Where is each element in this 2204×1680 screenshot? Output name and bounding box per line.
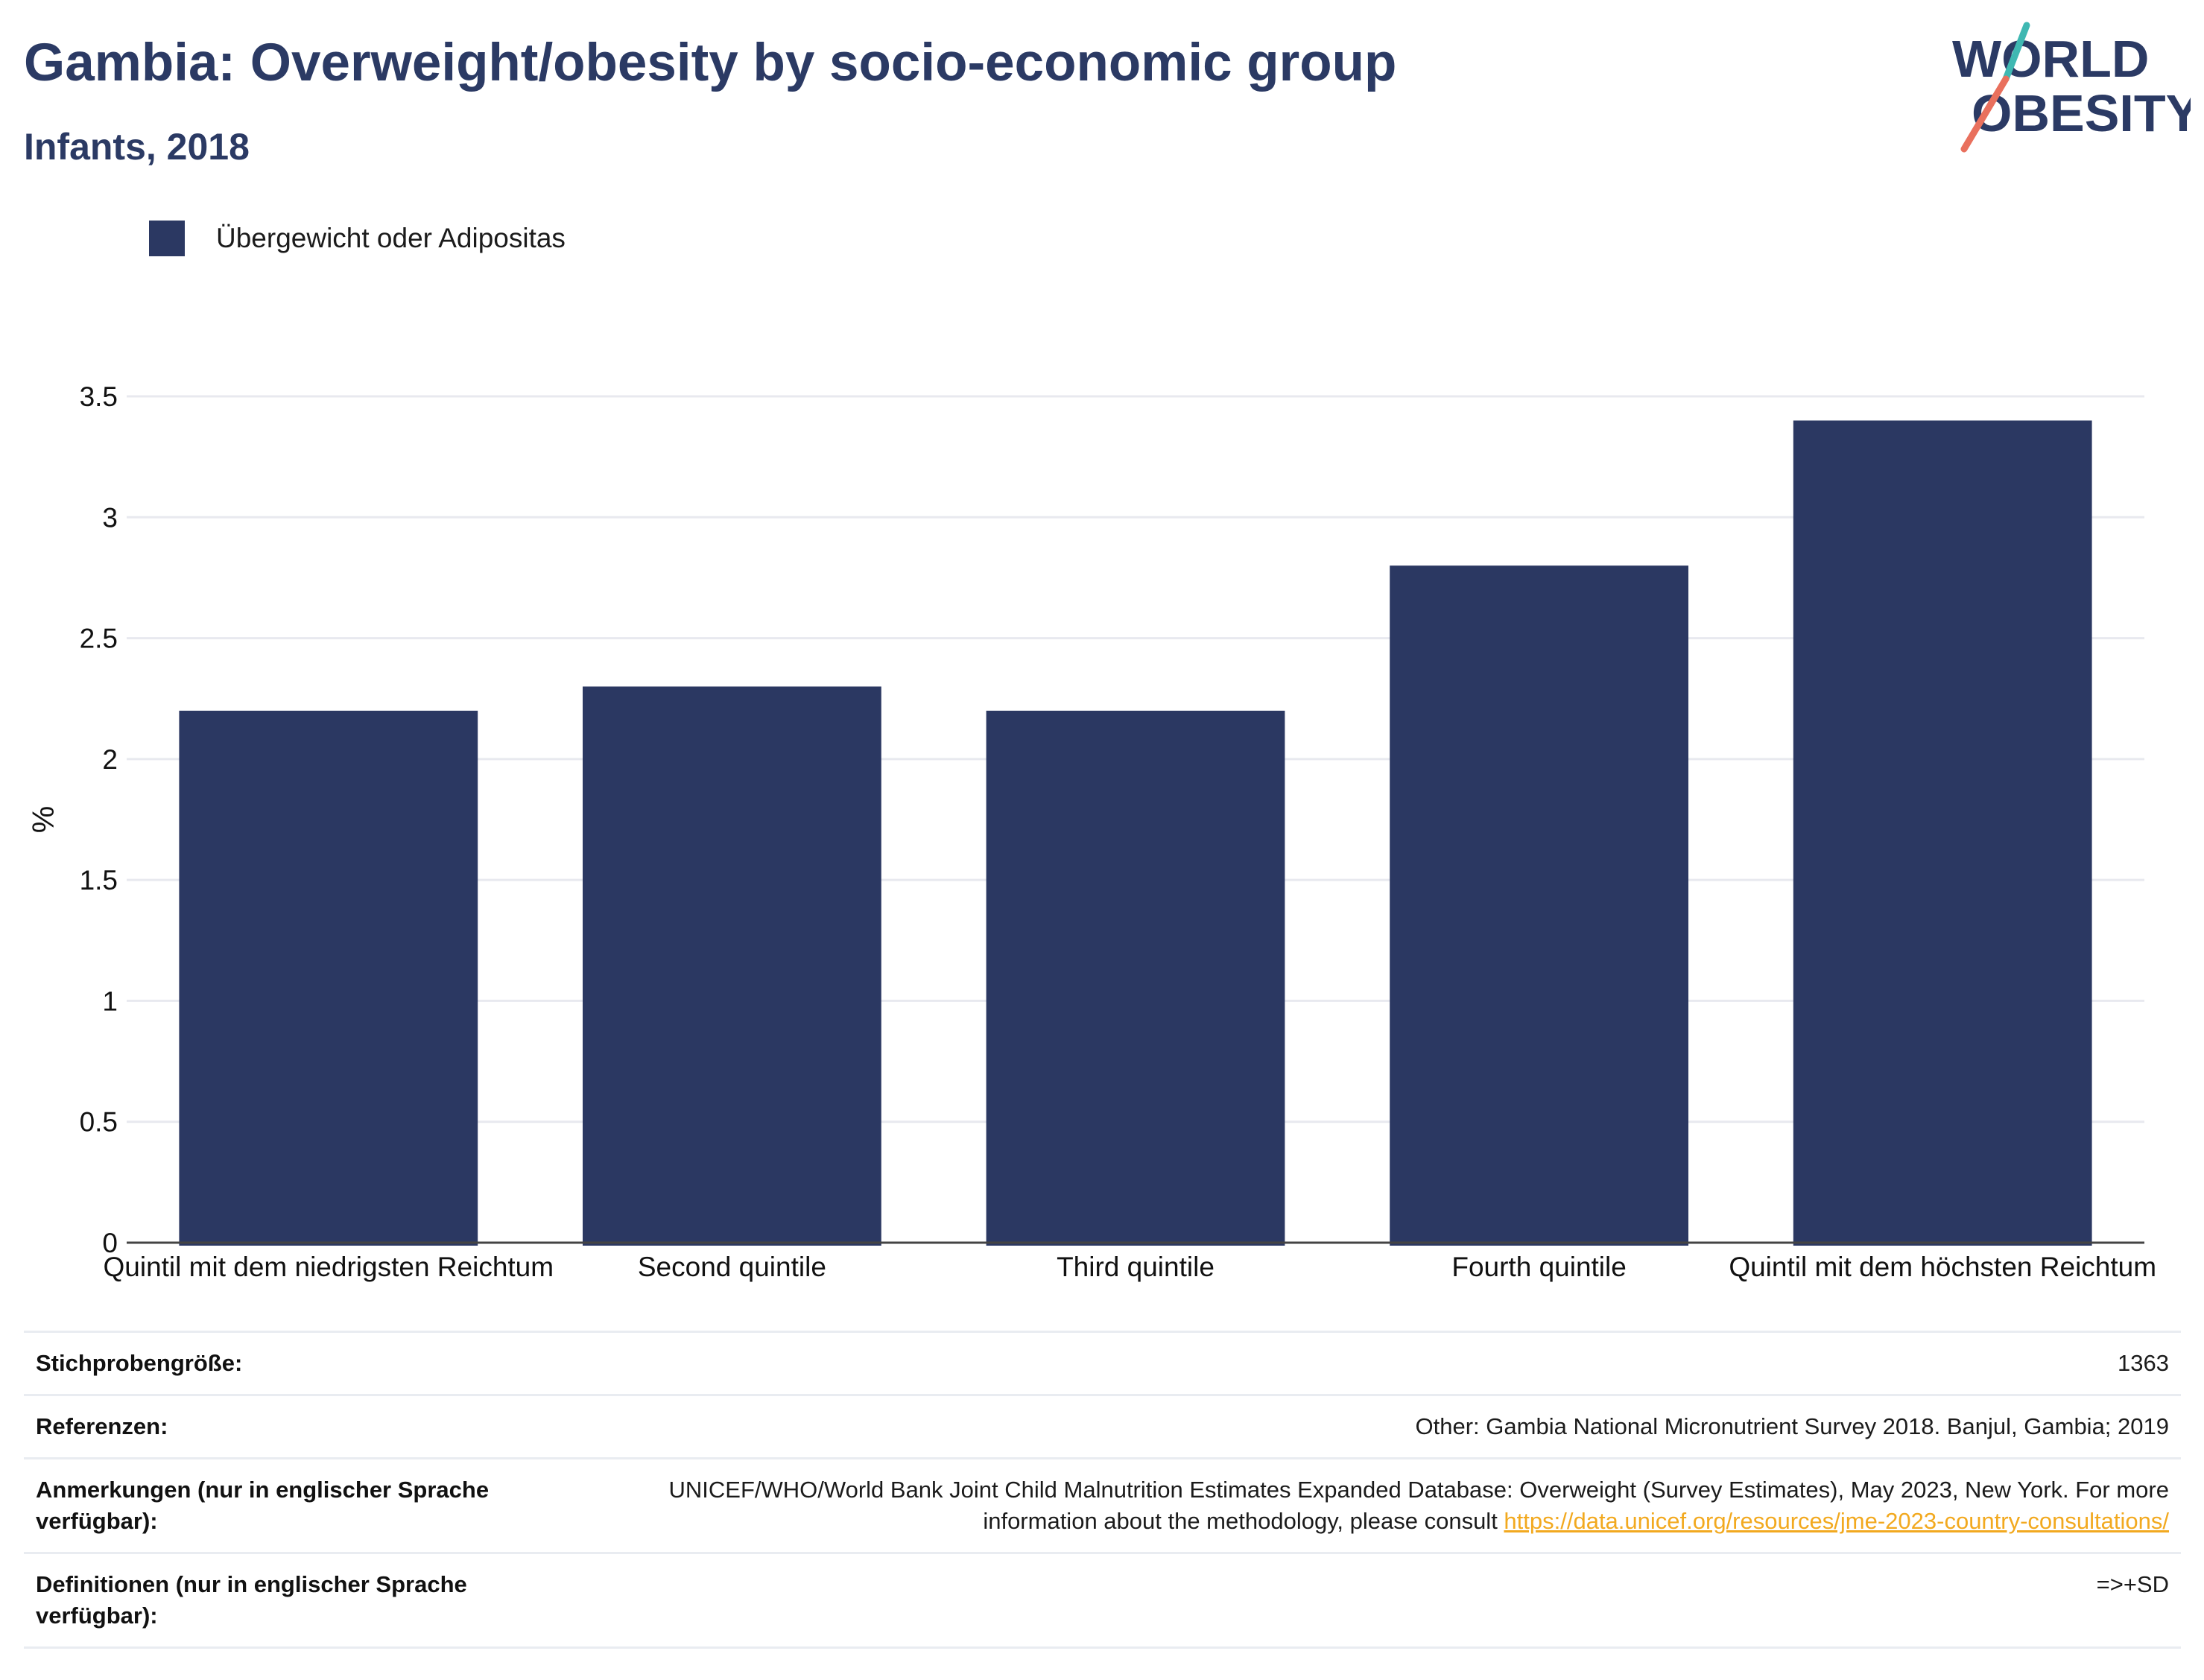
y-tick-label: 2.5 — [80, 624, 118, 654]
y-tick-label: 1.5 — [80, 865, 118, 896]
bars — [179, 420, 2092, 1246]
y-tick-labels: 0 0.5 1 1.5 2 2.5 3 3.5 — [80, 381, 118, 1258]
y-tick-label: 3 — [102, 502, 118, 533]
bar[interactable] — [1793, 420, 2092, 1246]
x-tick-label: Third quintile — [1057, 1252, 1215, 1282]
legend-label: Übergewicht oder Adipositas — [216, 223, 566, 253]
notes-label: Anmerkungen (nur in englischer Sprache v… — [24, 1457, 569, 1554]
y-tick-label: 0 — [102, 1228, 118, 1258]
info-table: Stichprobengröße: 1363 Referenzen: Other… — [24, 1331, 2181, 1649]
definitions-value: =>+SD — [569, 1552, 2181, 1649]
sample-size-label: Stichprobengröße: — [24, 1331, 569, 1396]
logo-word-world: WORLD — [1952, 30, 2149, 88]
chart-subtitle: Infants, 2018 — [24, 126, 250, 168]
bar-chart: 0 0.5 1 1.5 2 2.5 3 3.5 Quintil mit dem niedrig… — [26, 381, 2157, 1282]
bar[interactable] — [179, 710, 478, 1246]
references-value: Other: Gambia National Micronutrient Sur… — [569, 1394, 2181, 1459]
notes-cell: UNICEF/WHO/World Bank Joint Child Malnut… — [569, 1457, 2181, 1554]
x-tick-label: Quintil mit dem niedrigsten Reichtum — [104, 1252, 554, 1282]
y-tick-label: 0.5 — [80, 1107, 118, 1138]
methodology-link[interactable]: https://data.unicef.org/resources/jme-20… — [1504, 1508, 2169, 1534]
y-tick-label: 3.5 — [80, 381, 118, 412]
y-tick-label: 1 — [102, 986, 118, 1016]
references-label: Referenzen: — [24, 1394, 569, 1459]
y-tick-label: 2 — [102, 744, 118, 775]
sample-size-value: 1363 — [569, 1331, 2181, 1396]
logo-slash-coral — [1960, 75, 2010, 153]
legend-swatch — [149, 221, 185, 256]
info-row-sample-size: Stichprobengröße: 1363 — [24, 1331, 2181, 1396]
x-tick-labels: Quintil mit dem niedrigsten Reichtum Seco… — [104, 1252, 2157, 1282]
bar[interactable] — [1390, 565, 1688, 1246]
notes-value: UNICEF/WHO/World Bank Joint Child Malnut… — [668, 1477, 2169, 1534]
x-tick-label: Fourth quintile — [1451, 1252, 1626, 1282]
x-tick-label: Quintil mit dem höchsten Reichtum — [1729, 1252, 2156, 1282]
definitions-label: Definitionen (nur in englischer Sprache … — [24, 1552, 569, 1649]
bar[interactable] — [986, 710, 1285, 1246]
bar[interactable] — [583, 686, 881, 1246]
chart-legend: Übergewicht oder Adipositas — [149, 221, 566, 256]
info-row-notes: Anmerkungen (nur in englischer Sprache v… — [24, 1457, 2181, 1554]
info-row-references: Referenzen: Other: Gambia National Micro… — [24, 1394, 2181, 1459]
logo-word-obesity: OBESITY — [1972, 84, 2191, 142]
info-row-definitions: Definitionen (nur in englischer Sprache … — [24, 1552, 2181, 1649]
y-axis-label: % — [26, 806, 60, 833]
x-tick-label: Second quintile — [638, 1252, 826, 1282]
world-obesity-logo: WORLD OBESITY — [1952, 22, 2191, 153]
logo-slash-teal — [2002, 22, 2030, 83]
chart-title: Gambia: Overweight/obesity by socio-econ… — [24, 34, 1397, 92]
